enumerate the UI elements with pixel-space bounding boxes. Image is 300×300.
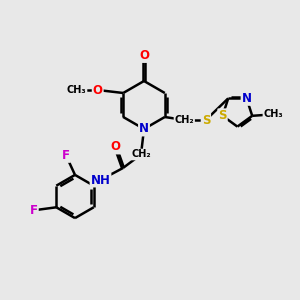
Text: F: F bbox=[30, 204, 38, 217]
Text: O: O bbox=[110, 140, 121, 154]
Text: CH₂: CH₂ bbox=[131, 149, 151, 160]
Text: O: O bbox=[139, 49, 149, 62]
Text: S: S bbox=[202, 113, 210, 127]
Text: CH₃: CH₃ bbox=[67, 85, 86, 95]
Text: NH: NH bbox=[91, 173, 110, 187]
Text: S: S bbox=[218, 109, 227, 122]
Text: N: N bbox=[139, 122, 149, 136]
Text: F: F bbox=[62, 149, 70, 162]
Text: N: N bbox=[242, 92, 252, 105]
Text: O: O bbox=[93, 83, 103, 97]
Text: CH₂: CH₂ bbox=[175, 115, 194, 125]
Text: CH₃: CH₃ bbox=[263, 109, 283, 119]
